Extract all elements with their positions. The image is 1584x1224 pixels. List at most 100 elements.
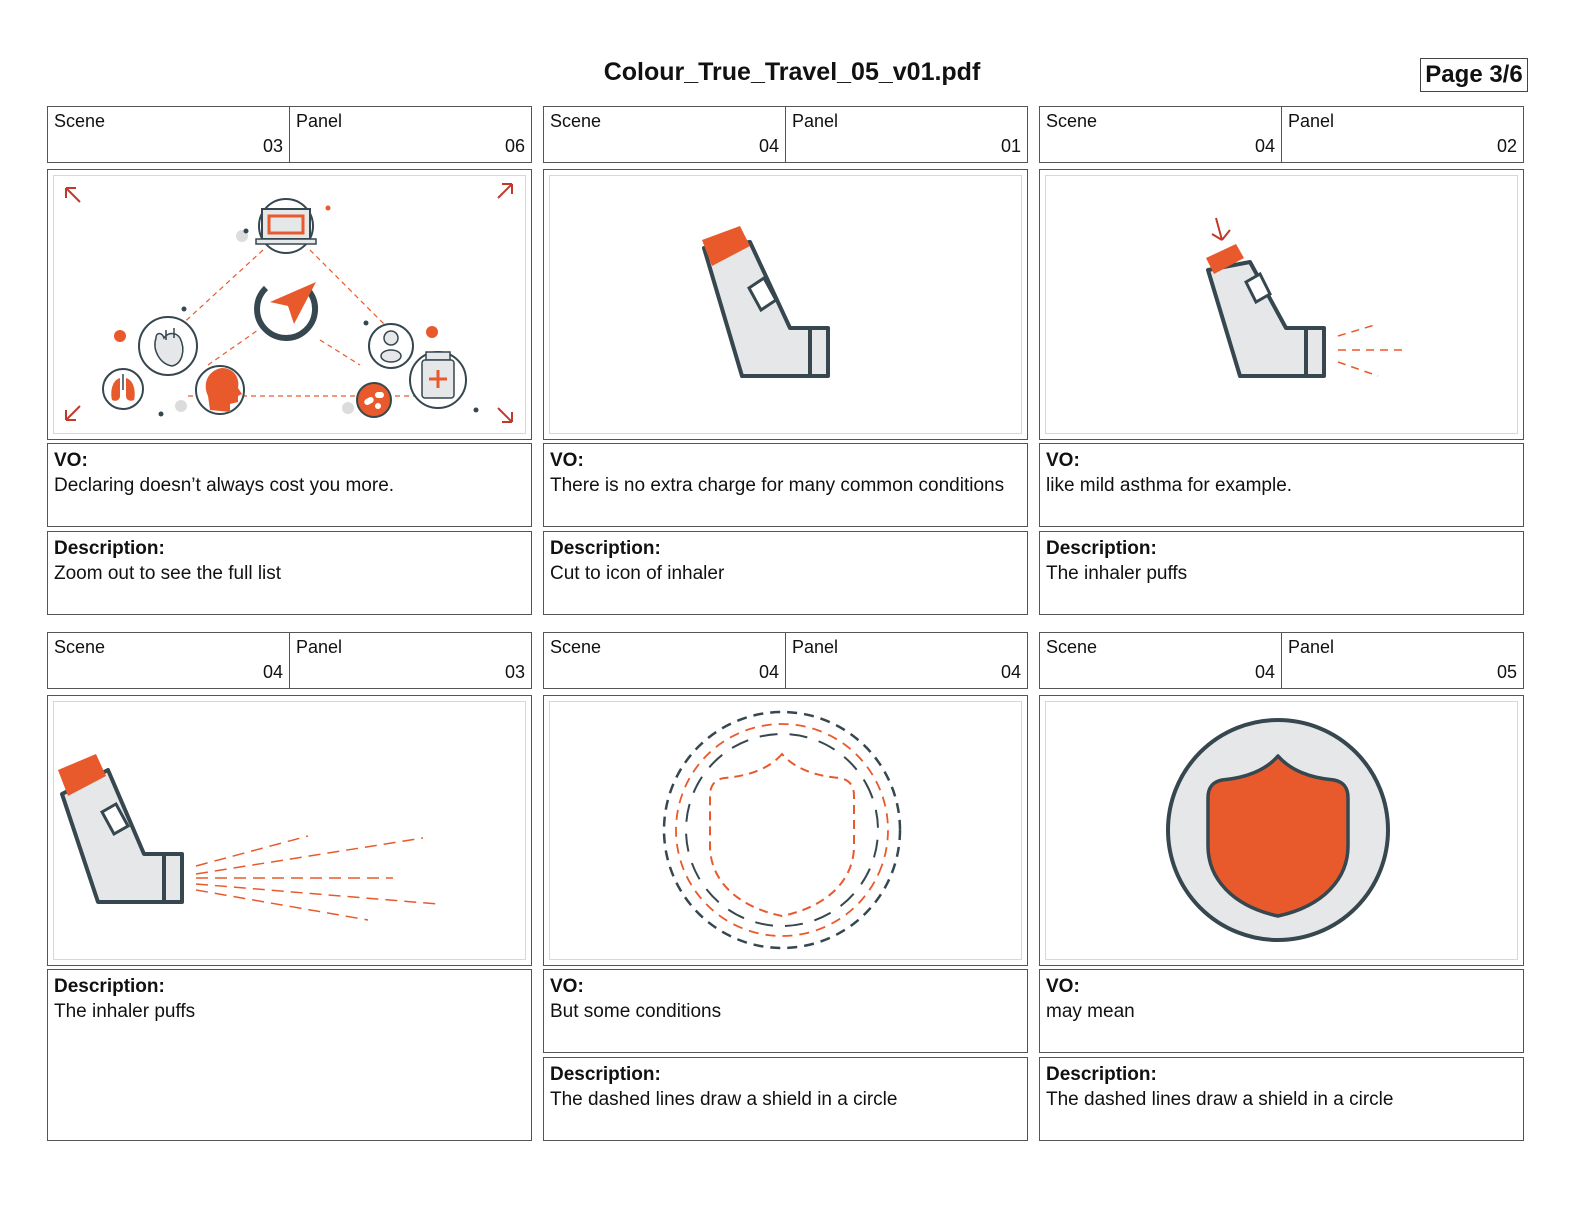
spray-lines-icon [195, 835, 439, 921]
panel-cell: Panel 05 [1282, 633, 1523, 688]
vo-text: There is no extra charge for many common… [550, 475, 1005, 496]
vo-text: may mean [1046, 1001, 1135, 1022]
panel-frame [1039, 695, 1524, 966]
panel-cell: Panel 02 [1282, 107, 1523, 162]
page-number: Page 3/6 [1420, 58, 1528, 92]
scene-label: Scene [550, 111, 602, 131]
dashed-shield-circle-illustration [662, 710, 902, 950]
vo-text: But some conditions [550, 1001, 722, 1022]
scene-cell: Scene 04 [544, 633, 786, 688]
description-label: Description: [550, 1064, 661, 1085]
scene-label: Scene [1046, 637, 1098, 657]
lungs-icon [102, 368, 144, 410]
press-arrow-icon [1211, 217, 1231, 241]
panel-number: 05 [1496, 662, 1517, 682]
head-profile-icon [195, 365, 245, 415]
panel-frame [1039, 169, 1524, 440]
scene-number: 04 [1254, 136, 1275, 156]
scene-number: 04 [758, 662, 779, 682]
panel-label: Panel [296, 637, 343, 657]
panel-header: Scene 04 Panel 02 [1039, 106, 1524, 163]
vo-label: VO: [54, 450, 88, 471]
panel-header: Scene 03 Panel 06 [47, 106, 532, 163]
panel-cell: Panel 03 [290, 633, 531, 688]
scene-cell: Scene 03 [48, 107, 290, 162]
vo-box: VO: may mean [1039, 969, 1524, 1053]
vo-label: VO: [1046, 450, 1080, 471]
vo-box: VO: Declaring doesn’t always cost you mo… [47, 443, 532, 527]
laptop-icon [255, 198, 317, 254]
panel-number: 03 [504, 662, 525, 682]
description-box: Description: The dashed lines draw a shi… [543, 1057, 1028, 1141]
zoom-out-arrows-icon [65, 183, 513, 423]
scene-cell: Scene 04 [1040, 633, 1282, 688]
inhaler-spray-icon [58, 754, 439, 921]
scene-cell: Scene 04 [48, 633, 290, 688]
description-label: Description: [1046, 1064, 1157, 1085]
dashed-shield-circle-icon [662, 710, 902, 950]
description-text: The inhaler puffs [54, 1001, 196, 1022]
heart-organ-icon [138, 316, 198, 376]
document-title: Colour_True_Travel_05_v01.pdf [603, 58, 981, 86]
scene-label: Scene [54, 111, 106, 131]
panel-label: Panel [792, 111, 839, 131]
panel-header: Scene 04 Panel 05 [1039, 632, 1524, 689]
panel-cell: Panel 01 [786, 107, 1027, 162]
vo-label: VO: [550, 450, 584, 471]
medicine-bottle-icon [409, 351, 467, 409]
compass-icon [254, 282, 319, 341]
scene-label: Scene [1046, 111, 1098, 131]
scene-cell: Scene 04 [1040, 107, 1282, 162]
inhaler-illustration [702, 226, 830, 378]
panel-header: Scene 04 Panel 03 [47, 632, 532, 689]
panel-cell: Panel 06 [290, 107, 531, 162]
panel-label: Panel [1288, 637, 1335, 657]
scene-number: 04 [262, 662, 283, 682]
baby-icon [368, 323, 414, 369]
health-icons-network-illustration [65, 183, 513, 423]
description-label: Description: [550, 538, 661, 559]
description-text: The inhaler puffs [1046, 563, 1188, 584]
scene-number: 04 [758, 136, 779, 156]
inhaler-puff-icon [1206, 217, 1402, 378]
vo-label: VO: [550, 976, 584, 997]
description-text: Zoom out to see the full list [54, 563, 282, 584]
vo-text: like mild asthma for example. [1046, 475, 1293, 496]
inhaler-icon [702, 226, 830, 378]
description-text: The dashed lines draw a shield in a circ… [550, 1089, 898, 1110]
panel-label: Panel [296, 111, 343, 131]
description-label: Description: [54, 976, 165, 997]
panel-number: 06 [504, 136, 525, 156]
vo-text: Declaring doesn’t always cost you more. [54, 475, 395, 496]
shield-circle-illustration [1166, 718, 1390, 942]
description-box: Description: The dashed lines draw a shi… [1039, 1057, 1524, 1141]
scene-label: Scene [550, 637, 602, 657]
vo-box: VO: like mild asthma for example. [1039, 443, 1524, 527]
vo-box: VO: But some conditions [543, 969, 1028, 1053]
description-box: Description: Cut to icon of inhaler [543, 531, 1028, 615]
panel-header: Scene 04 Panel 04 [543, 632, 1028, 689]
scene-cell: Scene 04 [544, 107, 786, 162]
description-label: Description: [54, 538, 165, 559]
scene-number: 04 [1254, 662, 1275, 682]
panel-frame [543, 169, 1028, 440]
inhaler-puff-illustration [1206, 217, 1402, 378]
panel-header: Scene 04 Panel 01 [543, 106, 1028, 163]
pills-icon [356, 382, 392, 418]
scene-number: 03 [262, 136, 283, 156]
puff-lines-icon [1337, 323, 1402, 377]
vo-label: VO: [1046, 976, 1080, 997]
description-box: Description: The inhaler puffs [1039, 531, 1524, 615]
panel-label: Panel [1288, 111, 1335, 131]
description-box: Description: The inhaler puffs [47, 969, 532, 1141]
panel-frame [543, 695, 1028, 966]
vo-box: VO: There is no extra charge for many co… [543, 443, 1028, 527]
panel-label: Panel [792, 637, 839, 657]
panel-number: 01 [1000, 136, 1021, 156]
panel-number: 02 [1496, 136, 1517, 156]
shield-circle-icon [1166, 718, 1390, 942]
panel-number: 04 [1000, 662, 1021, 682]
description-box: Description: Zoom out to see the full li… [47, 531, 532, 615]
description-text: Cut to icon of inhaler [550, 563, 725, 584]
panel-cell: Panel 04 [786, 633, 1027, 688]
